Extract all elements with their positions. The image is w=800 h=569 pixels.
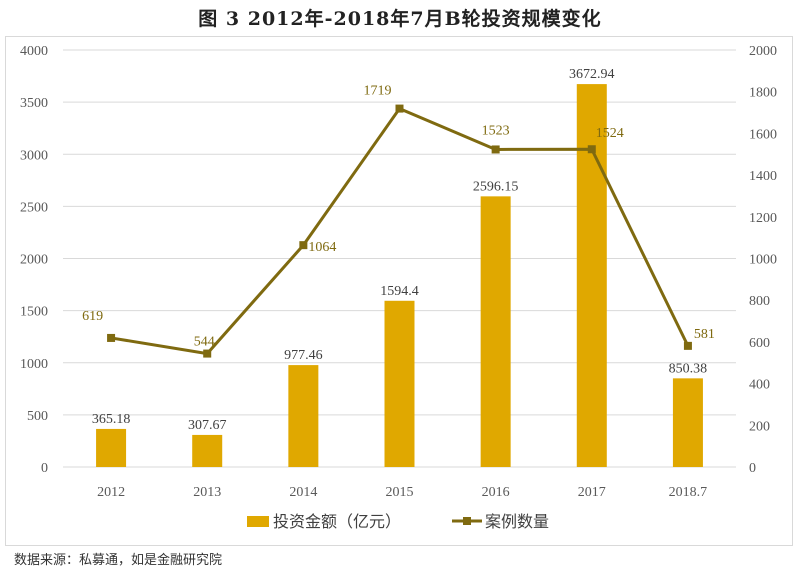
bar bbox=[384, 300, 415, 467]
legend-label-bar: 投资金额（亿元） bbox=[273, 512, 401, 531]
y-right-tick-label: 1600 bbox=[749, 127, 777, 142]
bar bbox=[672, 378, 703, 467]
line-data-label: 1064 bbox=[308, 240, 336, 255]
bar bbox=[96, 428, 127, 467]
x-tick-label: 2018.7 bbox=[669, 485, 708, 500]
bar-data-label: 977.46 bbox=[284, 348, 323, 363]
bar-data-label: 2596.15 bbox=[473, 179, 519, 194]
bar bbox=[480, 196, 511, 467]
legend-swatch-bar bbox=[247, 516, 269, 527]
line-marker bbox=[395, 104, 404, 113]
data-source: 数据来源：私募通，如是金融研究院 bbox=[14, 553, 223, 568]
line-data-label: 581 bbox=[694, 327, 715, 342]
x-tick-label: 2017 bbox=[578, 485, 606, 500]
y-right-tick-label: 200 bbox=[749, 419, 770, 434]
line-data-label: 1524 bbox=[596, 126, 624, 141]
line-data-label: 544 bbox=[194, 335, 215, 350]
x-tick-label: 2015 bbox=[386, 485, 414, 500]
figure-title: 图 3 2012年-2018年7月B轮投资规模变化 bbox=[198, 8, 602, 30]
y-left-tick-label: 3000 bbox=[20, 148, 48, 163]
line-marker bbox=[299, 241, 308, 250]
y-right-tick-label: 1000 bbox=[749, 253, 777, 268]
bar bbox=[288, 365, 319, 467]
bar-data-label: 3672.94 bbox=[569, 67, 615, 82]
y-left-tick-label: 1500 bbox=[20, 305, 48, 320]
line-data-label: 1719 bbox=[364, 84, 392, 99]
line-data-label: 619 bbox=[82, 309, 103, 324]
line-data-label: 1523 bbox=[482, 123, 510, 138]
y-left-tick-label: 500 bbox=[27, 409, 48, 424]
y-right-tick-label: 2000 bbox=[749, 44, 777, 59]
y-left-tick-label: 4000 bbox=[20, 44, 48, 59]
y-left-tick-label: 2000 bbox=[20, 253, 48, 268]
x-tick-label: 2012 bbox=[97, 485, 125, 500]
y-left-tick-label: 3500 bbox=[20, 96, 48, 111]
line-marker bbox=[587, 145, 596, 154]
y-right-tick-label: 1800 bbox=[749, 86, 777, 101]
legend-label-line: 案例数量 bbox=[485, 512, 549, 531]
line-marker bbox=[107, 333, 116, 342]
bar-data-label: 1594.4 bbox=[380, 284, 419, 299]
line-marker bbox=[683, 341, 692, 350]
x-tick-label: 2016 bbox=[482, 485, 510, 500]
x-tick-label: 2013 bbox=[193, 485, 221, 500]
bar-data-label: 365.18 bbox=[92, 412, 131, 427]
chart-frame bbox=[5, 36, 793, 546]
y-right-tick-label: 400 bbox=[749, 378, 770, 393]
x-tick-label: 2014 bbox=[289, 485, 317, 500]
y-left-tick-label: 0 bbox=[41, 461, 48, 476]
y-right-tick-label: 0 bbox=[749, 461, 756, 476]
bar bbox=[576, 84, 607, 467]
bar bbox=[192, 434, 223, 467]
y-right-tick-label: 1400 bbox=[749, 169, 777, 184]
line-marker bbox=[203, 349, 212, 358]
y-right-tick-label: 1200 bbox=[749, 211, 777, 226]
legend-marker-line bbox=[463, 517, 471, 525]
bar-data-label: 307.67 bbox=[188, 418, 227, 433]
line-marker bbox=[491, 145, 500, 154]
y-right-tick-label: 600 bbox=[749, 336, 770, 351]
y-right-tick-label: 800 bbox=[749, 294, 770, 309]
bar-data-label: 850.38 bbox=[669, 361, 708, 376]
y-left-tick-label: 2500 bbox=[20, 200, 48, 215]
y-left-tick-label: 1000 bbox=[20, 357, 48, 372]
